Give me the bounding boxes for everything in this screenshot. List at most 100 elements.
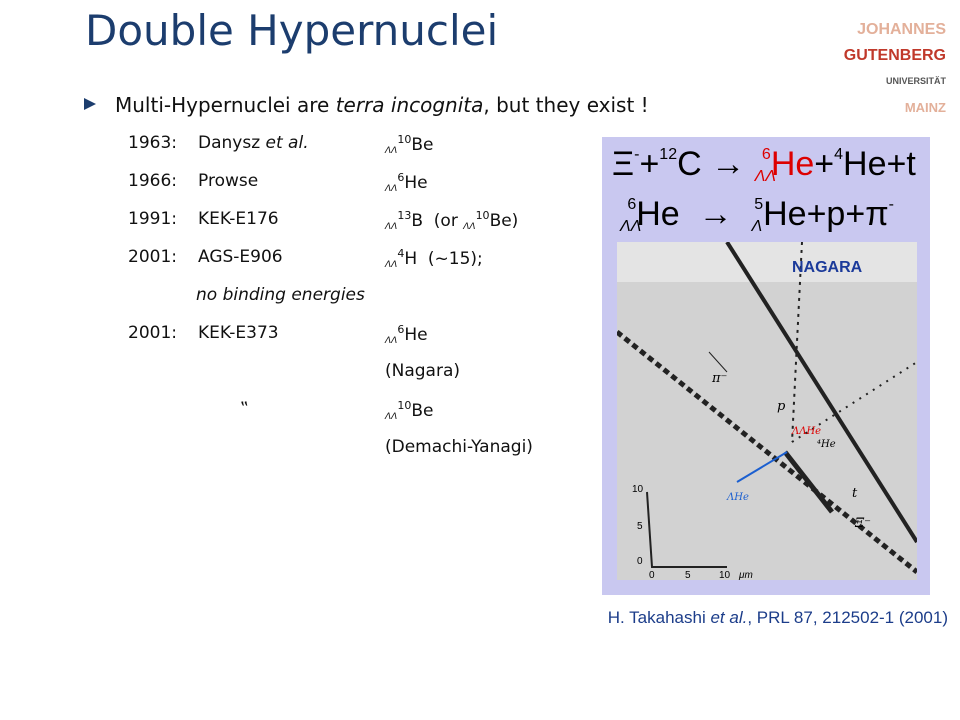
year: 1963: [128,133,177,153]
experiment-italic: et al. [265,133,309,153]
t: He+p+π [763,195,889,233]
ditto: ‟ [240,399,249,419]
t: He [770,145,815,183]
equation: ΛΛ 6He → Λ 5He+p+π- [620,195,894,236]
year: 1966: [128,171,177,191]
axis-label: 5 [685,570,691,580]
t: ΛΛ [620,218,642,235]
t: - [888,196,894,213]
t: ΛΛ [754,168,776,185]
list-row: 1963: Danysz et al. ΛΛ10Be [128,133,598,156]
nucleus-part: B (or [411,211,464,231]
t: - [634,146,640,163]
text: et al. [710,608,748,627]
nucleus: ΛΛ6He [385,323,428,346]
axis-label: μm [738,570,753,580]
axis-label: 10 [632,484,644,495]
track-label: ⁴He [817,439,836,450]
list-row: 1966: Prowse ΛΛ6He [128,171,598,194]
track-label: ΛHe [726,492,749,503]
list-row: 2001: KEK-E373 ΛΛ6He [128,323,598,346]
nucleus: ΛΛ10Be [385,399,433,422]
logo-text: GUTENBERG [843,47,946,64]
t: 4 [834,146,844,163]
nucleus-part: ΛΛ [463,222,476,232]
t: + [814,145,835,183]
nucleus-part: Be [411,401,434,421]
t: → [711,145,746,183]
nucleus: ΛΛ13B (or ΛΛ10Be) [385,209,518,232]
t: → [698,195,733,233]
year: 2001: [128,323,177,343]
track-label: ΛΛHe [791,426,821,437]
nucleus-part: ΛΛ [385,260,398,270]
nucleus-part: ΛΛ [385,336,398,346]
nucleus-part: He [404,173,428,193]
experiment: Danysz et al. [198,133,309,153]
nucleus-part: ΛΛ [385,184,398,194]
axis-label: 5 [637,521,643,532]
t: + [639,145,660,183]
nucleus: ΛΛ4H (~15); [385,247,483,270]
citation: H. Takahashi et al., PRL 87, 212502-1 (2… [608,608,948,628]
note: (Nagara) [385,361,461,381]
nucleus: ΛΛ6He [385,171,428,194]
nucleus-part: 6 [397,171,405,184]
figure-label: NAGARA [792,259,863,276]
track-label: Ξ⁻ [854,516,871,531]
track-label: p [777,399,786,414]
experiment: KEK-E373 [198,323,279,343]
equation: Ξ-+12C → ΛΛ6He+4He+t [612,145,916,186]
experiment: AGS-E906 [198,247,283,267]
logo: JOHANNES GUTENBERG UNIVERSITÄT MAINZ [844,10,946,127]
nucleus-part: 4 [397,247,405,260]
t: 6 [627,196,637,213]
axis-label: 10 [719,570,731,580]
t: 6 [761,146,771,163]
text: terra incognita [335,93,484,117]
nucleus-part: 10 [397,399,412,412]
note: (Demachi-Yanagi) [385,437,533,457]
logo-text: MAINZ [904,100,946,115]
text: , but they exist ! [483,93,649,117]
text: H. Takahashi [607,608,711,627]
nucleus-part: H (~15); [404,249,483,269]
text: Multi-Hypernuclei are [115,93,336,117]
logo-text: UNIVERSITÄT [885,76,946,86]
list-row: 2001: AGS-E906 ΛΛ4H (~15); [128,247,598,270]
axis-label: 0 [637,556,643,567]
nucleus-part: ΛΛ [385,412,398,422]
list-row: 1991: KEK-E176 ΛΛ13B (or ΛΛ10Be) [128,209,598,232]
t: He [636,195,680,233]
nucleus-part: ΛΛ [385,146,398,156]
nucleus-part: Be) [489,211,519,231]
track-label: π⁻ [711,371,727,386]
figure: Ξ-+12C → ΛΛ6He+4He+t ΛΛ6He → Λ5He+p+π- π… [602,137,930,595]
axis-label: 0 [649,570,655,580]
experiment: KEK-E176 [198,209,279,229]
t: C [677,145,702,183]
experiment: Prowse [198,171,259,191]
emulsion-photo: π⁻ p ΛΛHe ⁴He ΛHe t Ξ⁻ NAGARA 10 5 0 0 5… [617,242,917,580]
note: no binding energies [196,285,365,305]
year: 2001: [128,247,177,267]
nucleus: ΛΛ10Be [385,133,433,156]
nucleus-part: He [404,325,428,345]
logo-text: JOHANNES [857,21,946,38]
title: Double Hypernuclei [85,6,499,55]
t: Λ [751,218,763,235]
t: He+t [843,145,916,183]
nucleus-part: 10 [475,209,490,222]
t: 5 [754,196,764,213]
track-label: t [852,486,858,501]
nucleus-part: 13 [397,209,412,222]
t: 12 [659,146,678,163]
year: 1991: [128,209,177,229]
nucleus-part: ΛΛ [385,222,398,232]
nucleus-part: 10 [397,133,412,146]
t: Ξ [612,145,635,183]
bullet-text: Multi-Hypernuclei are terra incognita, b… [115,93,649,117]
text: , PRL 87, 212502-1 (2001) [747,608,948,627]
nucleus-part: 6 [397,323,405,336]
